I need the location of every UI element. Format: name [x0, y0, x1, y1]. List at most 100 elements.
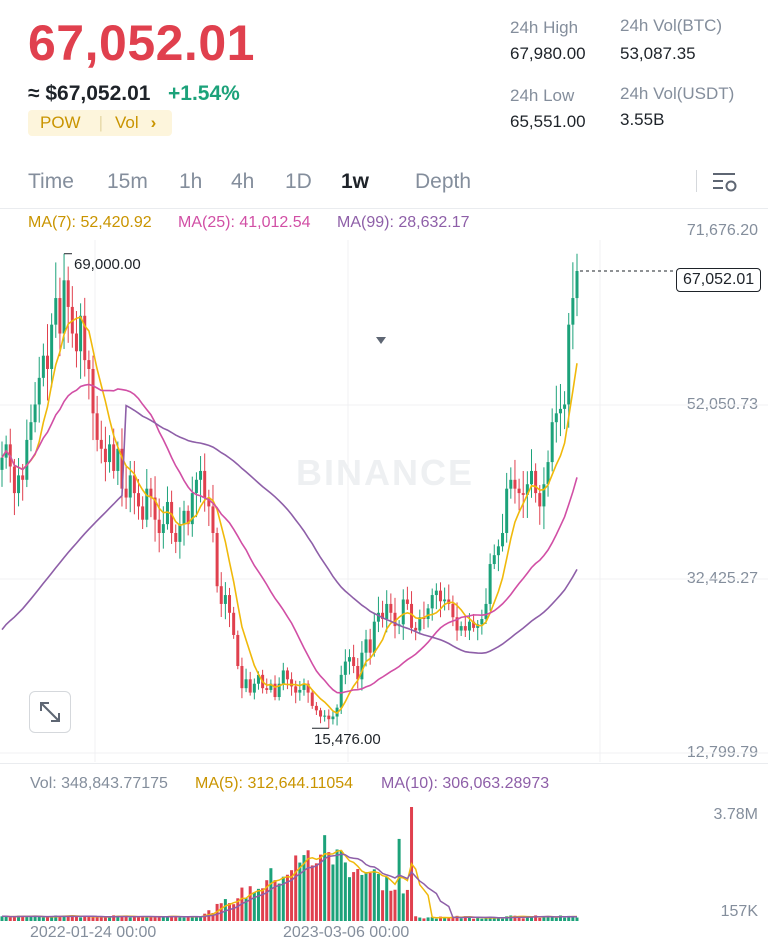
candle-body — [418, 617, 422, 631]
volume-bar — [335, 849, 339, 921]
tag-vol[interactable]: Vol — [115, 113, 139, 132]
candle-body — [190, 493, 194, 525]
volume-bar — [153, 916, 157, 921]
tag-divider: | — [98, 113, 104, 132]
tab-1w[interactable]: 1w — [341, 170, 370, 193]
candle-body — [298, 689, 302, 693]
volume-chart[interactable] — [0, 795, 768, 925]
candle-body — [368, 639, 372, 653]
volume-bar — [124, 916, 128, 921]
candle-body — [112, 444, 116, 471]
volume-bar — [70, 915, 74, 921]
vol-ma10-label: MA(10): 306,063.28973 — [381, 775, 550, 792]
change-percent: +1.54% — [168, 82, 240, 105]
candle-body — [186, 510, 190, 525]
volume-bar — [347, 877, 351, 921]
usd-price: ≈ $67,052.01 — [28, 82, 151, 105]
candle-body — [310, 692, 314, 706]
volume-bar — [505, 916, 509, 921]
candle-body — [451, 603, 455, 618]
candle-body — [58, 298, 62, 334]
volume-bar — [372, 869, 376, 921]
volume-bar — [451, 916, 455, 921]
tag-bar[interactable]: POW | Vol › — [28, 110, 172, 136]
volume-bar — [319, 854, 323, 921]
dropdown-triangle-icon[interactable] — [375, 336, 387, 346]
candle-body — [273, 683, 277, 698]
candle-body — [496, 546, 500, 556]
tab-depth[interactable]: Depth — [415, 170, 472, 193]
volume-bar — [393, 889, 397, 921]
tab-1d[interactable]: 1D — [285, 170, 312, 193]
x-axis-label-2: 2023-03-06 00:00 — [283, 924, 410, 941]
volume-bar — [488, 916, 492, 921]
candle-body — [116, 448, 120, 471]
volume-bar — [331, 864, 335, 921]
volume-axis-bottom: 157K — [720, 903, 758, 920]
volume-bar — [521, 918, 525, 921]
volume-bar — [194, 916, 198, 921]
candle-body — [480, 619, 484, 625]
volume-bar — [46, 917, 50, 921]
volume-bar — [405, 889, 409, 921]
candle-body — [79, 315, 83, 352]
candle-body — [21, 475, 25, 480]
candle-body — [459, 626, 463, 631]
price-axis-label-1: 71,676.20 — [686, 222, 758, 239]
tab-1h[interactable]: 1h — [179, 170, 203, 193]
tab-time[interactable]: Time — [28, 170, 74, 193]
candle-body — [149, 488, 153, 498]
expand-button[interactable] — [29, 691, 71, 733]
volume-bar — [538, 917, 542, 921]
volume-bar — [472, 918, 476, 921]
candle-body — [33, 404, 37, 423]
candle-body — [505, 488, 509, 534]
volume-bar — [54, 915, 58, 921]
tab-4h[interactable]: 4h — [231, 170, 255, 193]
volume-bar — [418, 917, 422, 921]
x-axis-label-1: 2022-01-24 00:00 — [30, 924, 157, 941]
candle-body — [194, 479, 198, 494]
candle-body — [236, 634, 240, 666]
tab-15m[interactable]: 15m — [107, 170, 148, 193]
volume-bar — [426, 917, 430, 921]
candle-body — [137, 493, 141, 507]
candlestick-chart[interactable]: BINANCE — [0, 240, 768, 762]
volume-bar — [459, 918, 463, 921]
candle-body — [285, 670, 289, 680]
candle-body — [339, 674, 343, 708]
volume-bar — [381, 890, 385, 921]
candle-body — [12, 466, 16, 494]
candle-body — [269, 683, 273, 690]
vol-btc-label: 24h Vol(BTC) — [620, 16, 723, 35]
volume-bar — [360, 874, 364, 921]
candle-body — [157, 519, 161, 534]
candle-body — [401, 599, 405, 625]
high-annotation: 69,000.00 — [74, 256, 141, 273]
candle-body — [538, 493, 542, 507]
last-price: 67,052.01 — [28, 15, 255, 71]
candle-body — [546, 462, 550, 485]
tag-pow[interactable]: POW — [40, 113, 81, 132]
candle-body — [319, 710, 323, 717]
candle-body — [372, 621, 376, 653]
volume-bar — [223, 899, 227, 921]
low-annotation: 15,476.00 — [314, 731, 381, 748]
volume-axis-top: 3.78M — [713, 806, 758, 823]
candle-body — [529, 470, 533, 485]
candle-body — [228, 595, 232, 613]
volume-ma10-line — [2, 853, 578, 919]
volume-bar — [401, 893, 405, 921]
volume-bar — [132, 916, 136, 921]
volume-bar — [87, 916, 91, 921]
volume-bar — [103, 916, 107, 921]
volume-bar — [534, 915, 538, 921]
volume-bar — [190, 916, 194, 921]
candle-body — [256, 674, 260, 684]
ma-line-25 — [1, 383, 578, 694]
candle-body — [426, 608, 430, 620]
candle-body — [488, 564, 492, 604]
candle-body — [513, 479, 517, 489]
chart-settings-icon[interactable] — [710, 170, 738, 194]
volume-bar — [215, 903, 219, 921]
